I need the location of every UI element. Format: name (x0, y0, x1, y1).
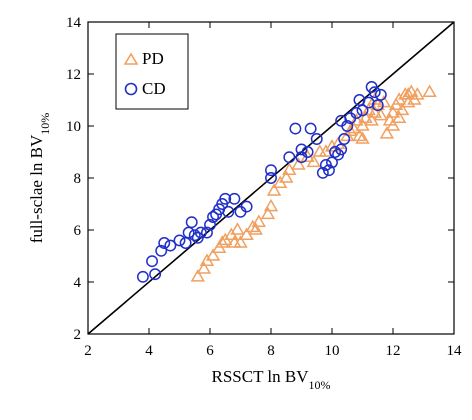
x-tick-label: 2 (84, 343, 92, 359)
data-point-cd (265, 164, 277, 177)
data-point-pd (355, 131, 370, 144)
x-tick-label: 12 (386, 343, 401, 359)
data-point-cd (182, 226, 195, 239)
data-point-cd (365, 81, 378, 93)
y-tick-label: 10 (66, 119, 81, 135)
series-pd (190, 84, 437, 282)
data-point-cd (329, 146, 341, 158)
data-point-pd (279, 170, 294, 183)
data-point-pd (422, 84, 437, 97)
data-point-cd (228, 192, 241, 205)
data-point-cd (194, 226, 207, 239)
data-point-pd (324, 139, 340, 152)
data-point-cd (301, 146, 314, 158)
data-point-cd (155, 244, 168, 257)
data-point-pd (266, 183, 282, 196)
data-point-pd (248, 222, 263, 235)
legend-frame (115, 33, 189, 110)
data-point-cd (164, 239, 177, 252)
y-tick-label: 6 (74, 223, 82, 239)
data-point-cd (240, 200, 253, 213)
data-point-cd (371, 99, 384, 112)
data-point-pd (306, 154, 321, 168)
data-point-cd (335, 143, 348, 156)
data-point-cd (265, 172, 277, 184)
data-point-cd (207, 211, 220, 223)
data-point-cd (179, 237, 192, 249)
data-point-cd (219, 192, 232, 205)
legend: PD CD (115, 33, 189, 110)
x-tick-label: 6 (206, 343, 214, 359)
data-point-cd (310, 133, 323, 145)
data-point-cd (149, 268, 162, 281)
data-point-pd (401, 87, 416, 100)
data-point-cd (374, 88, 387, 101)
data-point-cd (283, 151, 296, 164)
data-point-pd (394, 102, 410, 116)
data-point-cd (289, 122, 302, 135)
data-point-pd (343, 123, 358, 136)
data-point-pd (233, 235, 248, 248)
data-point-cd (204, 218, 216, 231)
data-point-pd (404, 84, 419, 97)
data-point-pd (367, 105, 382, 118)
data-point-pd (410, 87, 425, 100)
data-point-pd (205, 248, 221, 261)
data-point-cd (356, 104, 369, 117)
data-point-cd (136, 270, 149, 283)
y-axis-title: full-sclae ln BV10% (27, 113, 52, 244)
data-point-pd (196, 261, 212, 274)
data-point-pd (230, 222, 245, 235)
legend-pd-label: PD (142, 49, 164, 68)
data-point-pd (391, 110, 407, 123)
data-point-cd (222, 205, 235, 218)
y-tick-label: 2 (74, 327, 82, 343)
data-point-cd (185, 216, 198, 229)
data-point-cd (158, 237, 171, 249)
y-tick-label: 14 (66, 15, 82, 31)
data-point-cd (304, 122, 317, 135)
x-axis-title: RSSCT ln BV10% (211, 367, 330, 392)
one-to-one-line (87, 21, 455, 335)
data-point-pd (373, 107, 388, 121)
data-point-pd (190, 269, 205, 282)
x-tick-label: 14 (447, 343, 463, 359)
y-tick-label: 12 (66, 67, 81, 83)
y-tick-label: 4 (74, 275, 82, 291)
data-point-cd (338, 133, 351, 145)
data-point-cd (323, 164, 335, 177)
data-point-pd (263, 198, 279, 212)
y-tick-label: 8 (74, 171, 82, 187)
data-point-pd (349, 113, 364, 126)
data-point-cd (316, 166, 329, 179)
x-tick-label: 10 (325, 343, 340, 359)
data-point-pd (346, 120, 361, 134)
data-point-cd (146, 255, 159, 268)
data-point-pd (385, 105, 401, 118)
series-cd (136, 81, 387, 283)
data-point-cd (326, 156, 338, 169)
data-point-cd (173, 234, 186, 247)
data-point-cd (350, 107, 363, 119)
data-point-pd (251, 214, 266, 227)
data-point-cd (201, 226, 213, 239)
data-point-cd (335, 114, 348, 127)
data-point-pd (215, 235, 230, 248)
x-tick-label: 4 (145, 343, 153, 359)
legend-cd-label: CD (142, 79, 166, 98)
data-point-pd (401, 94, 416, 108)
data-point-pd (291, 157, 306, 170)
data-point-pd (379, 126, 395, 139)
x-tick-label: 8 (267, 343, 275, 359)
data-point-pd (260, 206, 276, 220)
data-point-cd (295, 143, 308, 156)
legend-cd-marker (124, 82, 138, 96)
data-point-pd (312, 144, 327, 157)
data-point-cd (188, 229, 201, 242)
legend-pd-marker (123, 52, 139, 65)
data-point-pd (385, 118, 401, 131)
